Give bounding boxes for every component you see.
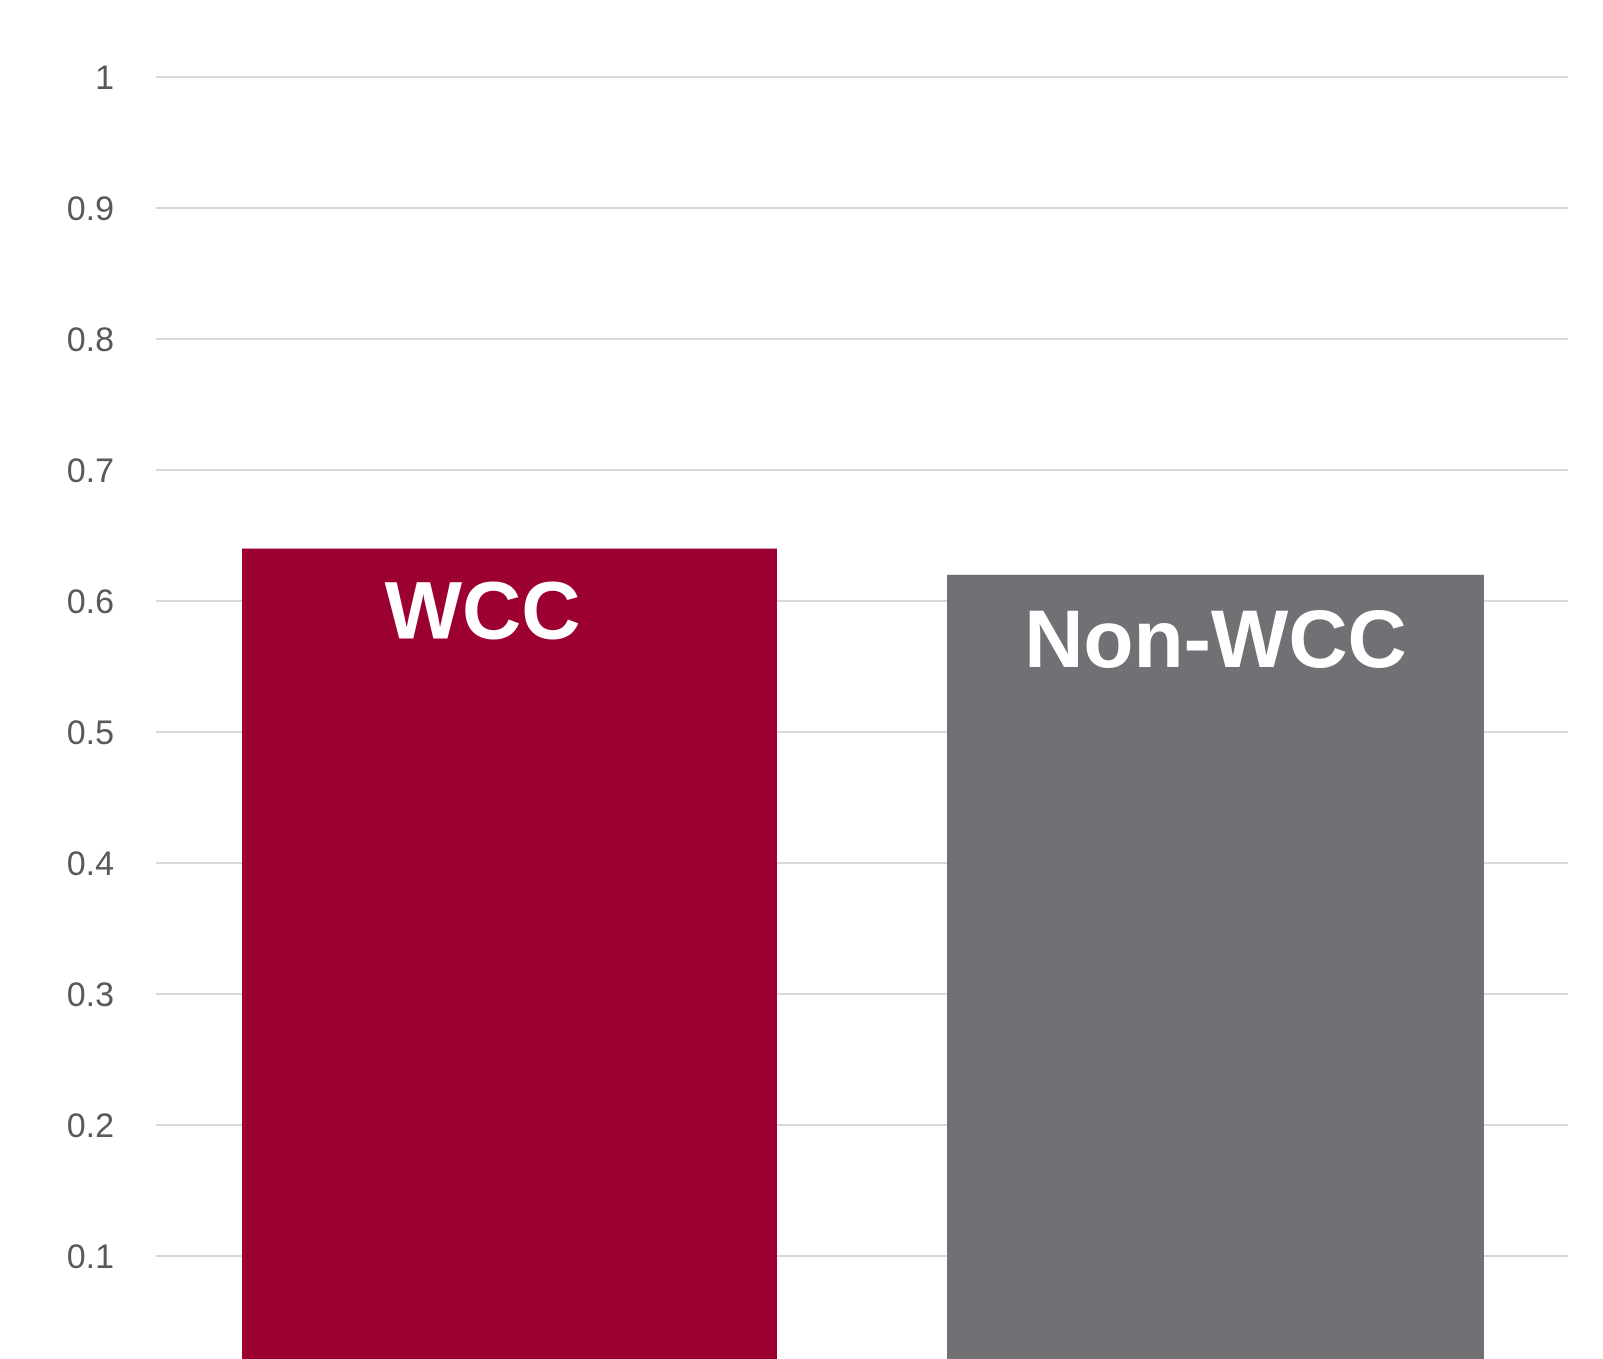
bar-label-wcc: WCC (385, 566, 581, 657)
y-tick-label: 0.2 (67, 1107, 114, 1145)
bar-label-non-wcc: Non-WCC (1024, 594, 1407, 685)
bar-non-wcc (947, 574, 1484, 1359)
y-tick-label: 0.5 (67, 714, 114, 752)
y-tick-label: 0.1 (67, 1238, 114, 1276)
bars (242, 548, 1484, 1359)
y-tick-label: 1 (95, 59, 114, 97)
y-axis-ticks: 1 0.9 0.8 0.7 0.6 0.5 0.4 0.3 0.2 0.1 (67, 59, 114, 1276)
y-tick-label: 0.9 (67, 190, 114, 228)
y-tick-label: 0.3 (67, 976, 114, 1014)
y-tick-label: 0.7 (67, 452, 114, 490)
y-tick-label: 0.4 (67, 845, 114, 883)
bar-labels: WCC Non-WCC (385, 566, 1407, 685)
y-tick-label: 0.8 (67, 321, 114, 359)
bar-wcc (242, 548, 777, 1359)
y-tick-label: 0.6 (67, 583, 114, 621)
